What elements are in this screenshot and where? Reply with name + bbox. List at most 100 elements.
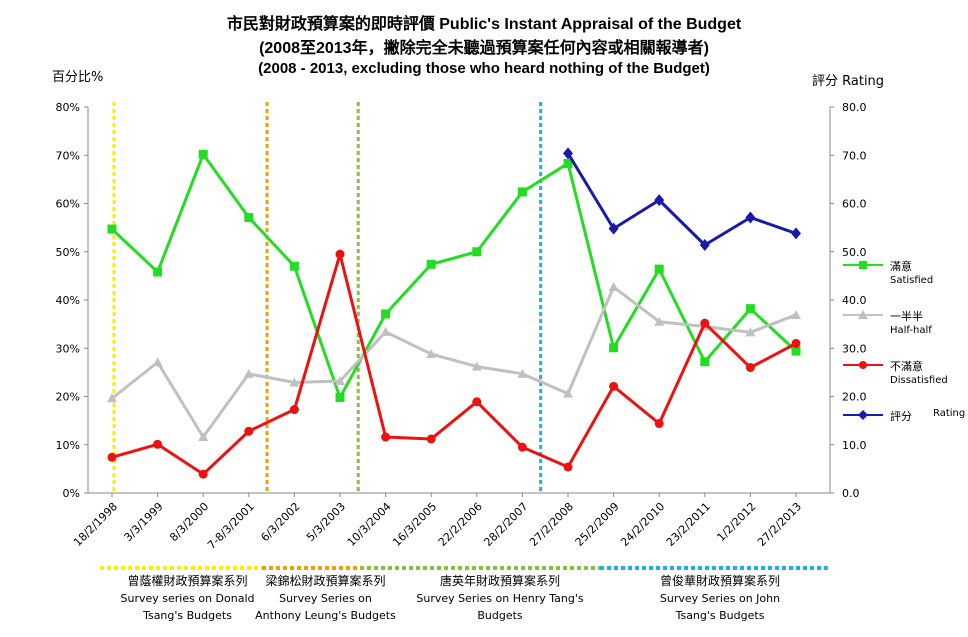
data-point-satisfied [335,392,345,402]
caption-en-line: Anthony Leung's Budgets [255,609,396,622]
data-point-half-half [243,368,254,378]
data-point-dissatisfied [244,426,254,436]
data-point-half-half [654,316,665,326]
data-point-half-half [152,357,163,367]
y-left-tick-label: 0% [63,487,80,500]
y-left-tick-label: 30% [56,342,80,355]
data-point-dissatisfied [609,381,619,391]
caption-cn: 曾俊華財政預算案系列 [659,574,780,588]
data-point-satisfied [791,346,801,356]
legend-swatch-half-half [843,310,883,319]
data-point-dissatisfied [335,249,345,259]
caption-en-line: Budgets [477,609,523,622]
data-point-rating [745,211,756,224]
legend-label: 不滿意 [890,360,923,373]
caption-anthony-leung: 梁錦松財政預算案系列 Survey Series on Anthony Leun… [248,573,403,624]
legend-label: 滿意 [890,260,912,273]
legend-label-en: Half-half [890,325,932,336]
data-point-half-half [745,327,756,337]
data-point-dissatisfied [381,432,391,442]
data-point-dissatisfied [563,462,573,472]
data-point-dissatisfied [472,397,482,407]
x-tick-label: 16/3/2005 [390,500,439,549]
y-left-tick-label: 20% [56,391,80,404]
y-right-tick-label: 70.0 [842,149,867,162]
series-line-half-half [111,285,797,439]
x-tick-label: 5/3/2003 [304,500,348,544]
data-point-dissatisfied [517,442,527,452]
data-point-dissatisfied [289,405,299,415]
data-point-rating [608,222,619,235]
chart-title: 市民對財政預算案的即時評價 Public's Instant Appraisal… [226,16,742,33]
x-tick-label: 3/3/1999 [122,500,166,544]
data-point-satisfied [472,247,482,257]
data-point-dissatisfied [791,338,801,348]
legend-label: 評分 [890,410,912,423]
data-point-satisfied [244,212,254,222]
x-tick-label: 6/3/2002 [258,500,302,544]
data-point-dissatisfied [198,469,208,479]
y-left-tick-label: 50% [56,246,80,259]
chart-subtitle: (2008至2013年，撇除完全未聽過預算案任何內容或相關報導者) [259,40,709,57]
data-point-dissatisfied [153,439,163,449]
data-point-half-half [335,376,345,386]
y-left-tick-label: 70% [56,149,80,162]
y-left-tick-label: 40% [56,294,80,307]
chart-subtitle-english: (2008 - 2013, excluding those who heard … [258,60,710,77]
data-point-satisfied [609,343,619,353]
data-point-half-half [608,281,619,291]
data-point-dissatisfied [426,434,436,444]
x-tick-label: 27/2/2013 [755,500,804,549]
data-point-half-half [791,309,801,319]
y-left-tick-label: 10% [56,439,80,452]
series-line-satisfied [110,152,798,399]
y-left-tick-label: 80% [56,101,80,114]
data-point-half-half [426,349,437,359]
data-point-satisfied [107,224,117,234]
caption-en-line: Survey Series on John [659,592,781,605]
y-right-tick-label: 60.0 [842,198,867,211]
legend-label-en: Satisfied [890,275,934,286]
data-point-rating [563,147,573,160]
y-right-tick-label: 50.0 [842,246,867,259]
caption-en-line: Tsang's Budgets [675,609,765,622]
data-point-dissatisfied [654,419,664,429]
series-line-rating [566,152,797,247]
data-point-satisfied [654,264,664,274]
caption-en-line: Survey Series on [279,592,372,605]
data-point-dissatisfied [745,363,755,373]
series-line-dissatisfied [111,252,797,476]
caption-en-line: Survey Series on Henry Tang's [416,592,584,605]
data-point-satisfied [517,187,527,197]
legend-label-en: Rating [933,408,966,419]
x-tick-label: 22/2/2006 [436,500,485,549]
data-point-satisfied [289,261,299,271]
data-point-half-half [563,388,573,398]
caption-cn: 唐英年財政預算案系列 [439,574,560,588]
data-point-half-half [289,377,300,387]
data-point-half-half [517,368,528,378]
caption-henry-tang: 唐英年財政預算案系列 Survey Series on Henry Tang's… [410,573,590,624]
y-right-tick-label: 40.0 [842,294,867,307]
x-tick-label: 28/2/2007 [481,500,530,549]
legend-swatch-satisfied [843,261,883,269]
x-tick-label: 8/3/2000 [167,500,211,544]
x-tick-label: 25/2/2009 [573,500,622,549]
legend-label: 一半半 [890,310,923,323]
data-point-satisfied [198,149,208,159]
x-tick-label: 10/3/2004 [345,500,394,549]
data-point-half-half [198,432,209,442]
caption-en-line: Survey series on Donald [120,592,255,605]
x-tick-label: 18/2/1998 [71,500,120,549]
x-tick-label: 1/2/2012 [714,500,758,544]
legend-swatch-rating [843,410,883,420]
y-axis-right-label: 評分 Rating [812,74,885,89]
data-point-rating [699,238,710,251]
legend-swatch-dissatisfied [843,361,883,369]
x-tick-label: 27/2/2008 [527,500,576,549]
data-point-half-half [380,326,391,336]
legend-label-en: Dissatisfied [890,375,948,386]
data-point-half-half [471,361,482,371]
y-axis-left-label: 百分比% [52,70,104,85]
